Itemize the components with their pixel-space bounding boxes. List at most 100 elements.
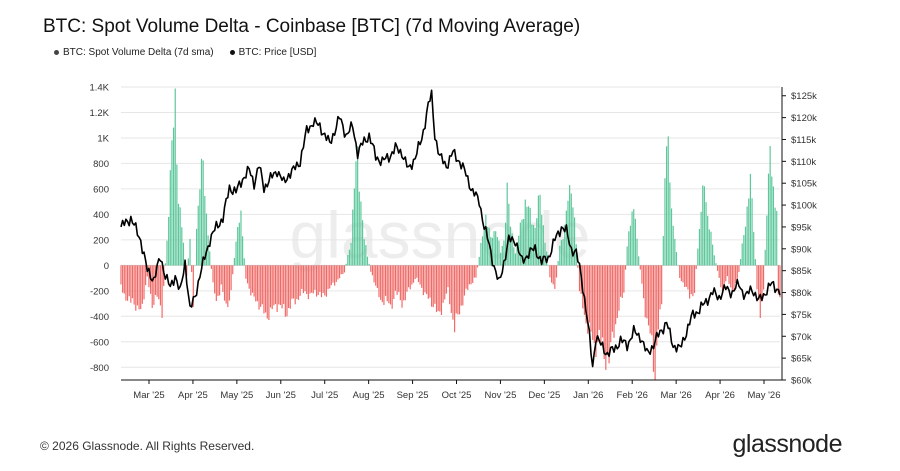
- volume-delta-bar: [182, 242, 185, 266]
- x-tick-label: Dec '25: [528, 390, 560, 401]
- volume-delta-bar: [386, 265, 388, 302]
- right-tick-label: $80k: [791, 288, 812, 299]
- volume-delta-bar: [523, 218, 525, 266]
- volume-delta-bar: [639, 265, 641, 270]
- volume-delta-bar: [312, 265, 314, 294]
- volume-delta-bar: [503, 240, 505, 266]
- legend-dot-volume-delta: [54, 50, 59, 55]
- volume-delta-bar: [583, 265, 586, 315]
- volume-delta-bar: [269, 265, 272, 308]
- glassnode-logo[interactable]: glassnode: [732, 430, 843, 458]
- volume-delta-bar: [486, 227, 489, 266]
- legend-item-price[interactable]: BTC: Price [USD]: [229, 47, 316, 58]
- volume-delta-bar: [739, 258, 742, 266]
- volume-delta-bar: [187, 258, 189, 266]
- volume-delta-bar: [131, 265, 134, 299]
- volume-delta-bar: [414, 265, 416, 279]
- volume-delta-bar: [338, 265, 341, 279]
- left-tick-label: -200: [90, 286, 109, 297]
- volume-delta-bar: [738, 265, 740, 273]
- volume-delta-bar: [205, 213, 208, 266]
- volume-delta-bar: [246, 265, 249, 284]
- left-tick-label: 200: [93, 235, 109, 246]
- right-tick-label: $85k: [791, 266, 812, 277]
- volume-delta-bar: [771, 176, 773, 266]
- volume-delta-bar: [268, 265, 270, 320]
- volume-delta-bar: [276, 265, 278, 312]
- volume-delta-bar: [618, 265, 620, 311]
- left-tick-label: 1.4K: [89, 83, 109, 94]
- volume-delta-bar: [767, 173, 770, 266]
- volume-delta-bar: [123, 265, 125, 294]
- volume-delta-bar: [756, 265, 758, 290]
- volume-delta-bar: [238, 222, 240, 266]
- volume-delta-bar: [363, 239, 365, 266]
- volume-delta-bar: [284, 265, 286, 317]
- volume-delta-bar: [746, 206, 748, 266]
- volume-delta-bar: [695, 265, 697, 269]
- volume-delta-bar: [483, 228, 485, 266]
- volume-delta-bar: [427, 265, 429, 299]
- volume-delta-bar: [569, 185, 571, 266]
- volume-delta-bar: [468, 265, 470, 285]
- volume-delta-bar: [615, 265, 617, 325]
- legend-item-volume-delta[interactable]: BTC: Spot Volume Delta (7d sma): [54, 47, 214, 58]
- volume-delta-bar: [383, 265, 385, 306]
- volume-delta-bar: [288, 265, 290, 309]
- volume-delta-bar: [130, 265, 132, 303]
- volume-delta-bar: [389, 265, 392, 305]
- volume-delta-bar: [769, 146, 771, 266]
- volume-delta-bar: [421, 265, 423, 288]
- volume-delta-bar: [478, 256, 480, 266]
- right-tick-label: $95k: [791, 222, 812, 233]
- right-tick-label: $125k: [791, 91, 817, 102]
- volume-delta-bar: [588, 265, 590, 323]
- volume-delta-bar: [541, 214, 543, 266]
- volume-delta-bar: [145, 265, 147, 286]
- x-tick-label: Feb '26: [617, 390, 648, 401]
- volume-delta-bar: [440, 265, 443, 316]
- volume-delta-bar: [273, 265, 275, 306]
- volume-delta-bar: [301, 265, 303, 289]
- volume-delta-bar: [429, 265, 431, 298]
- volume-delta-bar: [426, 265, 428, 295]
- volume-delta-bar: [726, 265, 728, 277]
- volume-delta-bar: [302, 265, 304, 294]
- chart-title: BTC: Spot Volume Delta - Coinbase [BTC] …: [43, 16, 581, 37]
- volume-delta-bar: [373, 265, 375, 283]
- volume-delta-bar: [680, 265, 682, 282]
- volume-delta-bar: [353, 188, 355, 266]
- volume-delta-bar: [692, 265, 694, 297]
- volume-delta-bar: [265, 265, 267, 313]
- volume-delta-bar: [700, 211, 702, 266]
- right-tick-label: $110k: [791, 157, 816, 168]
- volume-delta-bar: [153, 265, 155, 305]
- volume-delta-bar: [408, 265, 410, 288]
- right-tick-label: $120k: [791, 113, 817, 124]
- volume-delta-bar: [703, 186, 705, 266]
- volume-delta-bar: [664, 178, 666, 266]
- left-tick-label: -600: [90, 337, 109, 348]
- left-tick-label: 600: [93, 184, 109, 195]
- volume-delta-bar: [297, 265, 300, 300]
- volume-delta-bar: [485, 214, 487, 266]
- left-tick-label: -400: [90, 312, 109, 323]
- volume-delta-bar: [431, 265, 433, 307]
- volume-delta-bar: [289, 265, 291, 309]
- volume-delta-bar: [480, 242, 482, 266]
- volume-delta-bar: [227, 265, 229, 308]
- x-tick-label: May '25: [220, 390, 253, 401]
- volume-delta-bar: [661, 265, 663, 305]
- volume-delta-bar: [725, 265, 727, 282]
- volume-delta-bar: [266, 265, 268, 319]
- volume-delta-bar: [261, 265, 263, 305]
- volume-delta-bar: [600, 265, 602, 342]
- volume-delta-bar: [422, 265, 424, 296]
- volume-delta-bar: [772, 186, 775, 266]
- volume-delta-bar: [450, 265, 452, 313]
- volume-delta-bar: [350, 242, 352, 266]
- volume-delta-bar: [454, 265, 456, 333]
- x-tick-label: Oct '25: [442, 390, 472, 401]
- volume-delta-bar: [693, 265, 696, 293]
- right-tick-label: $60k: [791, 376, 812, 387]
